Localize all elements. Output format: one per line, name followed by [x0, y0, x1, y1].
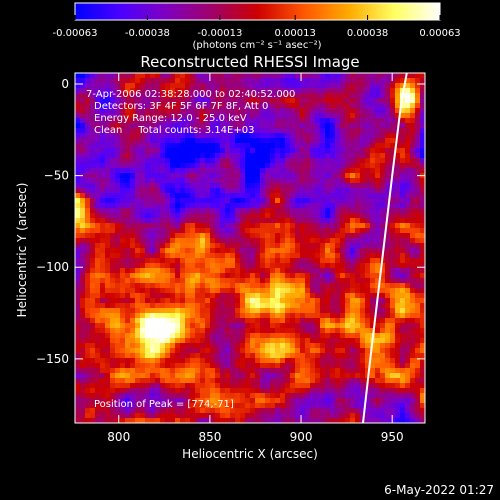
heatmap-image: [75, 73, 425, 423]
colorbar-tick-label: -0.00038: [125, 28, 170, 39]
colorbar-gradient: [74, 2, 441, 21]
footer-date: 6-May-2022 01:27: [384, 483, 494, 497]
colorbar-tick-label: -0.00063: [53, 28, 98, 39]
solar-limb-curve: [362, 73, 408, 423]
x-tick-label: 900: [290, 430, 313, 444]
colorbar: -0.00063 -0.00038 -0.00013 0.00013 0.00038 0.…: [53, 2, 461, 51]
colorbar-tick-label: 0.00038: [347, 28, 388, 39]
x-tick-label: 950: [381, 430, 404, 444]
y-axis-label: Heliocentric Y (arcsec): [15, 183, 29, 318]
annotation-clean-counts: Clean Total counts: 3.14E+03: [94, 125, 254, 136]
colorbar-ticks: -0.00063 -0.00038 -0.00013 0.00013 0.00038 0.…: [53, 15, 461, 39]
colorbar-tick-label: 0.00013: [274, 28, 315, 39]
y-tick-label: −150: [36, 352, 69, 366]
plot-frame: [74, 72, 426, 424]
x-tick-label: 800: [107, 430, 130, 444]
x-axis-ticks: 800 850 900 950: [107, 73, 404, 444]
annotation-detectors: Detectors: 3F 4F 5F 6F 7F 8F, Att 0: [94, 101, 268, 112]
chart-title: Reconstructed RHESSI Image: [140, 53, 359, 71]
y-axis-ticks: 0 −50 −100 −150: [36, 77, 425, 366]
annotation-peak-position: Position of Peak = [774,-71]: [94, 399, 234, 410]
plot-area: 800 850 900 950 0 −50 −100 −150: [36, 72, 426, 444]
y-tick-label: −50: [44, 169, 69, 183]
colorbar-tick-label: -0.00013: [197, 28, 242, 39]
x-axis-label: Heliocentric X (arcsec): [182, 447, 318, 461]
annotations: 7-Apr-2006 02:38:28.000 to 02:40:52.000 …: [86, 89, 295, 410]
annotation-time-range: 7-Apr-2006 02:38:28.000 to 02:40:52.000: [86, 89, 295, 100]
x-tick-label: 850: [198, 430, 221, 444]
colorbar-units-label: (photons cm⁻² s⁻¹ asec⁻²): [192, 40, 321, 51]
colorbar-tick-label: 0.00063: [419, 28, 460, 39]
y-tick-label: −100: [36, 260, 69, 274]
y-tick-label: 0: [61, 77, 69, 91]
annotation-energy-range: Energy Range: 12.0 - 25.0 keV: [94, 113, 247, 124]
